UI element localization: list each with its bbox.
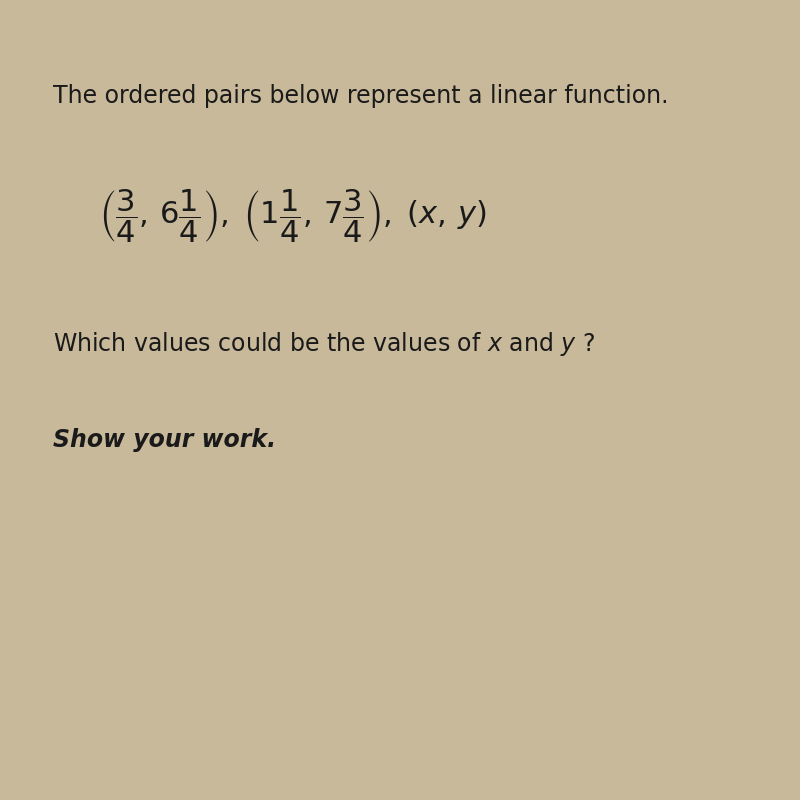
Text: Which values could be the values of $x$ and $y$ ?: Which values could be the values of $x$ … [54, 330, 595, 358]
Text: $\left(\dfrac{3}{4},\,6\dfrac{1}{4}\right),\;\left(1\dfrac{1}{4},\,7\dfrac{3}{4}: $\left(\dfrac{3}{4},\,6\dfrac{1}{4}\righ… [99, 187, 486, 245]
Text: Show your work.: Show your work. [54, 428, 277, 452]
Text: The ordered pairs below represent a linear function.: The ordered pairs below represent a line… [54, 84, 669, 108]
